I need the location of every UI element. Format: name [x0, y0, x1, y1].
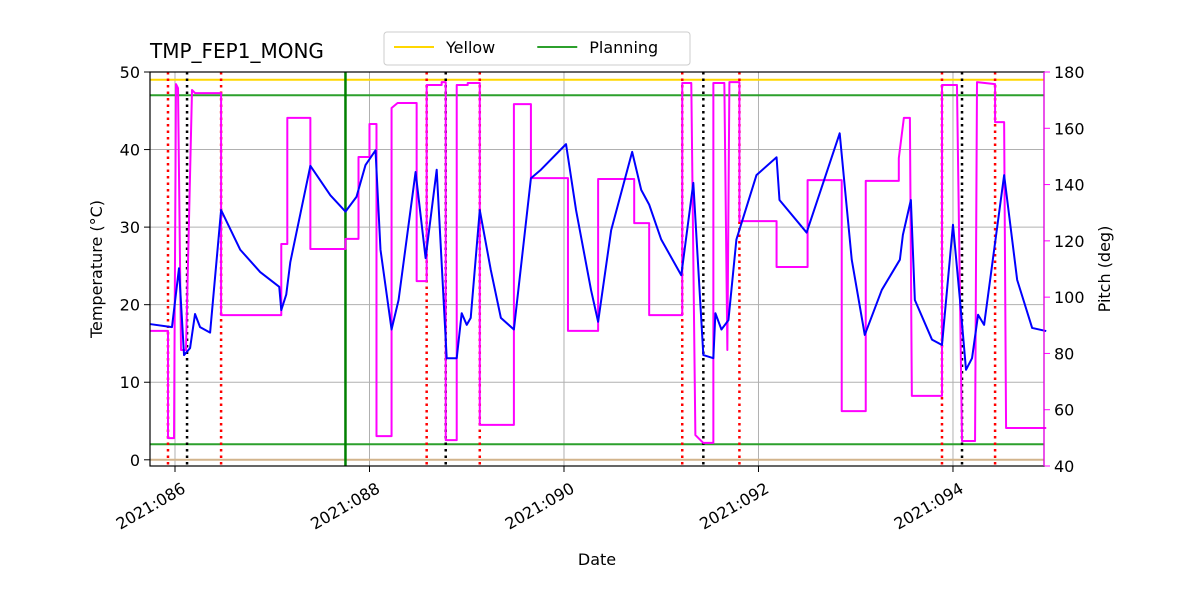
x-tick-label: 2021:092 [696, 479, 772, 534]
y2-tick-label: 160 [1054, 119, 1085, 138]
legend-box [383, 31, 691, 66]
y2-tick-label: 140 [1054, 176, 1085, 195]
y2-tick-label: 80 [1054, 344, 1074, 363]
y-tick-label: 20 [120, 296, 140, 315]
legend-label: Planning [589, 38, 658, 57]
pitch-line [149, 81, 1047, 444]
y-tick-label: 30 [120, 218, 140, 237]
temperature-line [149, 132, 1047, 371]
x-tick-label: 2021:094 [891, 479, 967, 534]
x-axis-label: Date [578, 550, 616, 569]
y2-tick-label: 120 [1054, 232, 1085, 251]
x-tick-label: 2021:086 [113, 479, 189, 534]
x-tick-label: 2021:090 [502, 479, 578, 534]
y2-tick-label: 100 [1054, 288, 1085, 307]
y2-tick-label: 40 [1054, 457, 1074, 476]
y-tick-label: 50 [120, 63, 140, 82]
y-tick-label: 10 [120, 373, 140, 392]
y-axis-label: Temperature (°C) [87, 200, 106, 339]
y-tick-label: 40 [120, 141, 140, 160]
y2-tick-label: 60 [1054, 401, 1074, 420]
x-tick-label: 2021:088 [307, 479, 383, 534]
chart-title: TMP_FEP1_MONG [149, 39, 324, 63]
y2-axis-label: Pitch (deg) [1095, 226, 1114, 313]
y2-tick-label: 180 [1054, 63, 1085, 82]
legend-label: Yellow [445, 38, 495, 57]
y-tick-label: 0 [130, 451, 140, 470]
